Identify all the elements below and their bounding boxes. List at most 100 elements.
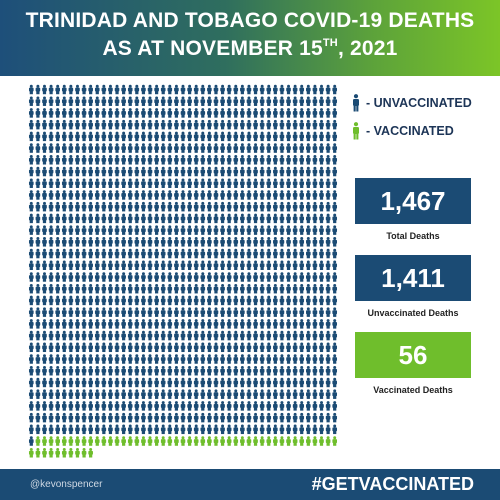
person-icon-unvaccinated [114,307,120,317]
person-icon-unvaccinated [180,84,186,95]
person-icon-unvaccinated [325,354,331,364]
person-icon-unvaccinated [306,225,311,235]
person-icon-unvaccinated [141,307,146,317]
person-icon-unvaccinated [174,389,179,399]
person-icon-unvaccinated [127,96,133,106]
person-icon-unvaccinated [253,155,258,165]
person-icon-unvaccinated [101,237,107,247]
person-icon-unvaccinated [187,307,192,317]
person-icon-unvaccinated [121,119,126,130]
person-icon-unvaccinated [332,96,338,106]
person-icon-unvaccinated [81,342,87,353]
person-icon-unvaccinated [101,412,107,423]
person-icon-unvaccinated [81,96,87,106]
person-icon-unvaccinated [279,237,285,247]
person-icon-unvaccinated [48,237,54,247]
footer-bar: @kevonspencer #GETVACCINATED [0,469,500,500]
person-icon-unvaccinated [154,354,159,364]
person-icon-vaccinated [141,436,146,446]
person-icon-unvaccinated [292,155,298,165]
person-icon-unvaccinated [213,377,219,388]
person-icon-unvaccinated [319,295,324,306]
person-icon-unvaccinated [114,155,120,165]
person-icon-unvaccinated [292,248,298,259]
person-icon-unvaccinated [292,96,298,106]
person-icon-unvaccinated [114,119,120,130]
subtitle-suffix: , 2021 [337,37,398,60]
person-icon-unvaccinated [94,354,100,364]
person-icon-unvaccinated [35,143,41,153]
person-icon-vaccinated [279,436,285,446]
person-icon-unvaccinated [200,155,206,165]
person-icon-unvaccinated [134,377,140,388]
person-icon-unvaccinated [167,248,173,259]
person-icon-unvaccinated [259,143,265,153]
person-icon-unvaccinated [28,272,34,282]
person-icon-unvaccinated [319,412,324,423]
person-icon-unvaccinated [259,248,265,259]
person-icon-unvaccinated [167,131,173,142]
person-icon-unvaccinated [273,131,278,142]
person-icon-unvaccinated [88,237,93,247]
person-icon-unvaccinated [108,307,113,317]
person-icon-unvaccinated [306,319,311,329]
person-icon-unvaccinated [213,96,219,106]
person-icon-vaccinated [299,436,305,446]
person-icon-vaccinated [226,436,232,446]
person-icon-unvaccinated [220,330,225,341]
person-icon-unvaccinated [299,377,305,388]
person-icon-unvaccinated [167,108,173,118]
person-icon-unvaccinated [292,190,298,200]
person-icon-unvaccinated [127,330,133,341]
person-icon-unvaccinated [200,237,206,247]
person-icon-unvaccinated [312,295,318,306]
person-icon-unvaccinated [35,201,41,212]
person-icon-unvaccinated [207,389,212,399]
person-icon-unvaccinated [167,342,173,353]
person-icon-unvaccinated [88,342,93,353]
person-icon-unvaccinated [88,412,93,423]
person-icon-unvaccinated [220,248,225,259]
person-icon-unvaccinated [127,248,133,259]
person-icon-unvaccinated [81,178,87,188]
person-icon-unvaccinated [200,201,206,212]
person-icon-unvaccinated [292,131,298,142]
person-icon-unvaccinated [121,342,126,353]
person-icon-unvaccinated [292,354,298,364]
person-icon-unvaccinated [325,365,331,376]
person-icon-unvaccinated [332,178,338,188]
person-icon-unvaccinated [108,342,113,353]
person-icon-unvaccinated [55,401,60,411]
person-icon-unvaccinated [299,330,305,341]
person-icon-unvaccinated [213,319,219,329]
person-icon-unvaccinated [61,166,67,177]
person-icon-unvaccinated [160,401,166,411]
person-icon-unvaccinated [147,131,153,142]
person-icon-unvaccinated [220,401,225,411]
person-icon-unvaccinated [240,178,245,188]
person-icon-unvaccinated [28,84,34,95]
person-icon-unvaccinated [193,365,199,376]
person-icon-unvaccinated [266,248,272,259]
person-icon-unvaccinated [35,283,41,294]
person-icon-unvaccinated [259,295,265,306]
person-icon-unvaccinated [286,354,291,364]
person-icon-unvaccinated [127,155,133,165]
person-icon-unvaccinated [220,166,225,177]
person-icon-unvaccinated [226,213,232,224]
person-icon-unvaccinated [174,319,179,329]
person-icon-unvaccinated [121,295,126,306]
author-handle: @kevonspencer [30,479,103,490]
person-icon-unvaccinated [279,190,285,200]
person-icon-vaccinated [121,436,126,446]
person-icon-unvaccinated [266,307,272,317]
person-icon-unvaccinated [88,190,93,200]
person-icon-unvaccinated [75,96,80,106]
person-icon-unvaccinated [286,201,291,212]
person-icon-unvaccinated [220,143,225,153]
person-icon-unvaccinated [154,319,159,329]
person-icon-unvaccinated [121,96,126,106]
person-icon-unvaccinated [121,365,126,376]
person-icon-vaccinated [48,448,54,458]
person-icon-unvaccinated [174,166,179,177]
